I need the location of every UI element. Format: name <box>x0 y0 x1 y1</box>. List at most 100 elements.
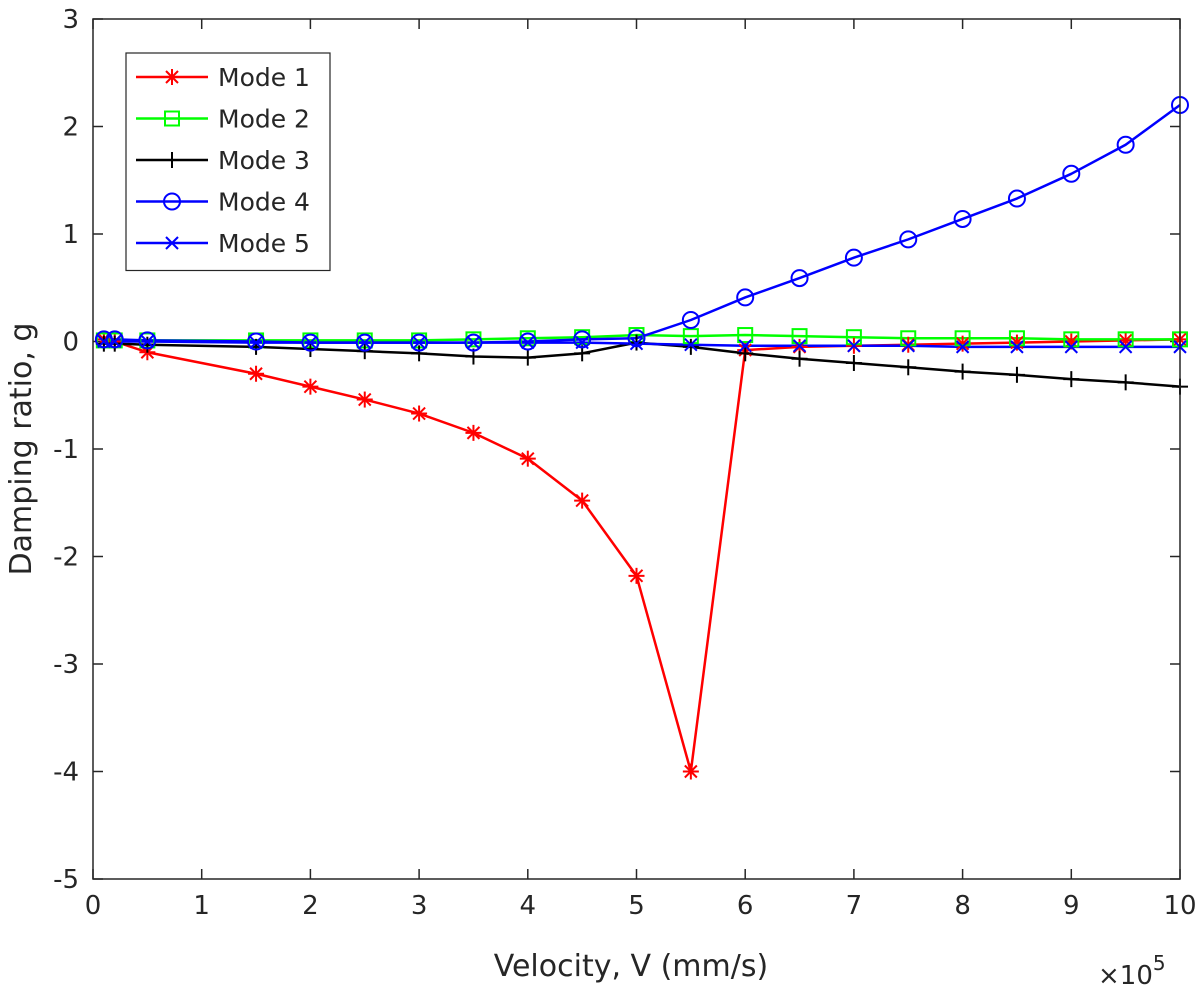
x-tick-label: 4 <box>520 891 537 921</box>
legend-item-mode-2: Mode 2 <box>136 105 310 134</box>
data-point-mode-5 <box>466 335 481 350</box>
data-point-mode-5 <box>847 339 861 353</box>
data-point-mode-4 <box>627 329 646 348</box>
x-multiplier-exponent: 5 <box>1153 951 1166 975</box>
x-tick-label: 7 <box>846 891 863 921</box>
data-point-mode-3 <box>1063 371 1080 388</box>
data-point-mode-4 <box>247 332 266 351</box>
data-point-mode-4 <box>301 333 320 352</box>
data-point-mode-1 <box>356 391 373 408</box>
legend-label: Mode 3 <box>218 146 310 175</box>
data-point-mode-1 <box>519 450 536 467</box>
data-point-mode-3 <box>791 350 808 367</box>
legend-label: Mode 2 <box>218 105 310 134</box>
data-point-mode-4 <box>410 333 429 352</box>
x-tick-label: 6 <box>737 891 754 921</box>
data-point-mode-1 <box>302 378 319 395</box>
legend-label: Mode 1 <box>218 63 310 92</box>
legend: Mode 1 Mode 2 Mode 3 Mode 4 Mode 5 <box>125 52 331 272</box>
data-point-mode-5 <box>412 335 426 350</box>
data-point-mode-5 <box>1010 340 1024 354</box>
legend-item-mode-1: Mode 1 <box>136 63 310 92</box>
data-point-mode-3 <box>954 363 971 380</box>
y-tick-label: -1 <box>53 435 79 465</box>
y-tick-label: 1 <box>62 220 79 250</box>
data-point-mode-4 <box>1007 189 1026 208</box>
legend-item-mode-5: Mode 5 <box>136 229 310 258</box>
data-point-mode-5 <box>358 335 372 350</box>
y-tick-label: -3 <box>53 650 79 680</box>
data-point-mode-2 <box>845 329 862 346</box>
x-tick-label: 10 <box>1163 891 1196 921</box>
data-point-mode-4 <box>899 230 918 249</box>
data-point-mode-3 <box>845 355 862 371</box>
data-point-mode-5 <box>249 335 263 350</box>
data-point-mode-1 <box>628 567 645 584</box>
data-point-mode-5 <box>955 340 970 354</box>
legend-swatch-marker <box>165 236 179 250</box>
data-point-mode-4 <box>681 311 700 329</box>
y-tick-label: 3 <box>62 5 79 35</box>
data-point-mode-4 <box>138 331 157 350</box>
x-tick-label: 3 <box>411 891 428 921</box>
data-point-mode-1 <box>465 424 482 441</box>
data-point-mode-5 <box>1118 340 1133 354</box>
legend-label: Mode 5 <box>218 229 310 258</box>
data-point-mode-3 <box>682 338 699 355</box>
plot-frame <box>92 18 1181 880</box>
legend-box <box>125 52 331 272</box>
data-point-mode-1 <box>411 405 428 422</box>
data-point-mode-1 <box>682 763 699 780</box>
data-point-mode-2 <box>737 327 754 344</box>
y-tick-label: 2 <box>62 113 79 143</box>
data-point-mode-4 <box>953 209 972 228</box>
data-point-mode-4 <box>105 330 124 349</box>
x-tick-label: 5 <box>628 891 645 921</box>
data-point-mode-4 <box>1062 164 1081 183</box>
data-point-mode-1 <box>954 335 971 352</box>
data-point-mode-5 <box>303 335 318 350</box>
data-point-mode-3 <box>1008 366 1025 383</box>
x-multiplier-base: ×10 <box>1098 961 1153 991</box>
legend-swatch-marker <box>164 110 180 127</box>
data-point-mode-3 <box>737 345 754 362</box>
data-point-mode-3 <box>1117 374 1134 391</box>
data-point-mode-5 <box>792 339 807 353</box>
data-point-mode-4 <box>1116 135 1135 154</box>
x-tick-label: 1 <box>193 891 210 921</box>
data-point-mode-3 <box>139 336 156 353</box>
data-point-mode-3 <box>519 349 536 366</box>
x-multiplier-label: ×105 <box>1098 951 1166 991</box>
data-point-mode-4 <box>518 332 537 351</box>
series-markers-mode-4 <box>94 96 1189 352</box>
legend-swatch-marker <box>164 152 180 168</box>
x-tick-label: 2 <box>302 891 319 921</box>
data-point-mode-5 <box>629 336 644 351</box>
data-point-mode-3 <box>900 359 917 376</box>
x-axis-label: Velocity, V (mm/s) <box>494 949 768 984</box>
y-tick-label: 0 <box>62 328 79 358</box>
data-point-mode-5 <box>140 334 155 349</box>
x-tick-label: 8 <box>954 891 971 921</box>
data-point-mode-2 <box>954 330 971 347</box>
data-point-mode-4 <box>355 333 374 352</box>
data-point-mode-2 <box>791 328 808 345</box>
x-tick-label: 9 <box>1063 891 1080 921</box>
y-tick-label: -4 <box>53 758 79 788</box>
y-tick-label: -2 <box>53 543 79 573</box>
data-point-mode-5 <box>521 335 535 350</box>
y-tick-label: -5 <box>53 865 79 895</box>
data-point-mode-1 <box>574 492 591 509</box>
data-point-mode-1 <box>248 365 265 382</box>
data-point-mode-4 <box>573 330 592 349</box>
legend-swatch-marker <box>164 69 180 85</box>
x-tick-label: 0 <box>85 891 102 921</box>
data-point-mode-5 <box>684 338 698 352</box>
legend-item-mode-3: Mode 3 <box>136 146 310 175</box>
data-point-mode-4 <box>736 288 755 307</box>
data-point-mode-2 <box>1008 330 1025 347</box>
legend-label: Mode 4 <box>218 188 310 217</box>
data-point-mode-4 <box>464 333 483 352</box>
y-axis-label: Damping ratio, g <box>4 323 39 576</box>
